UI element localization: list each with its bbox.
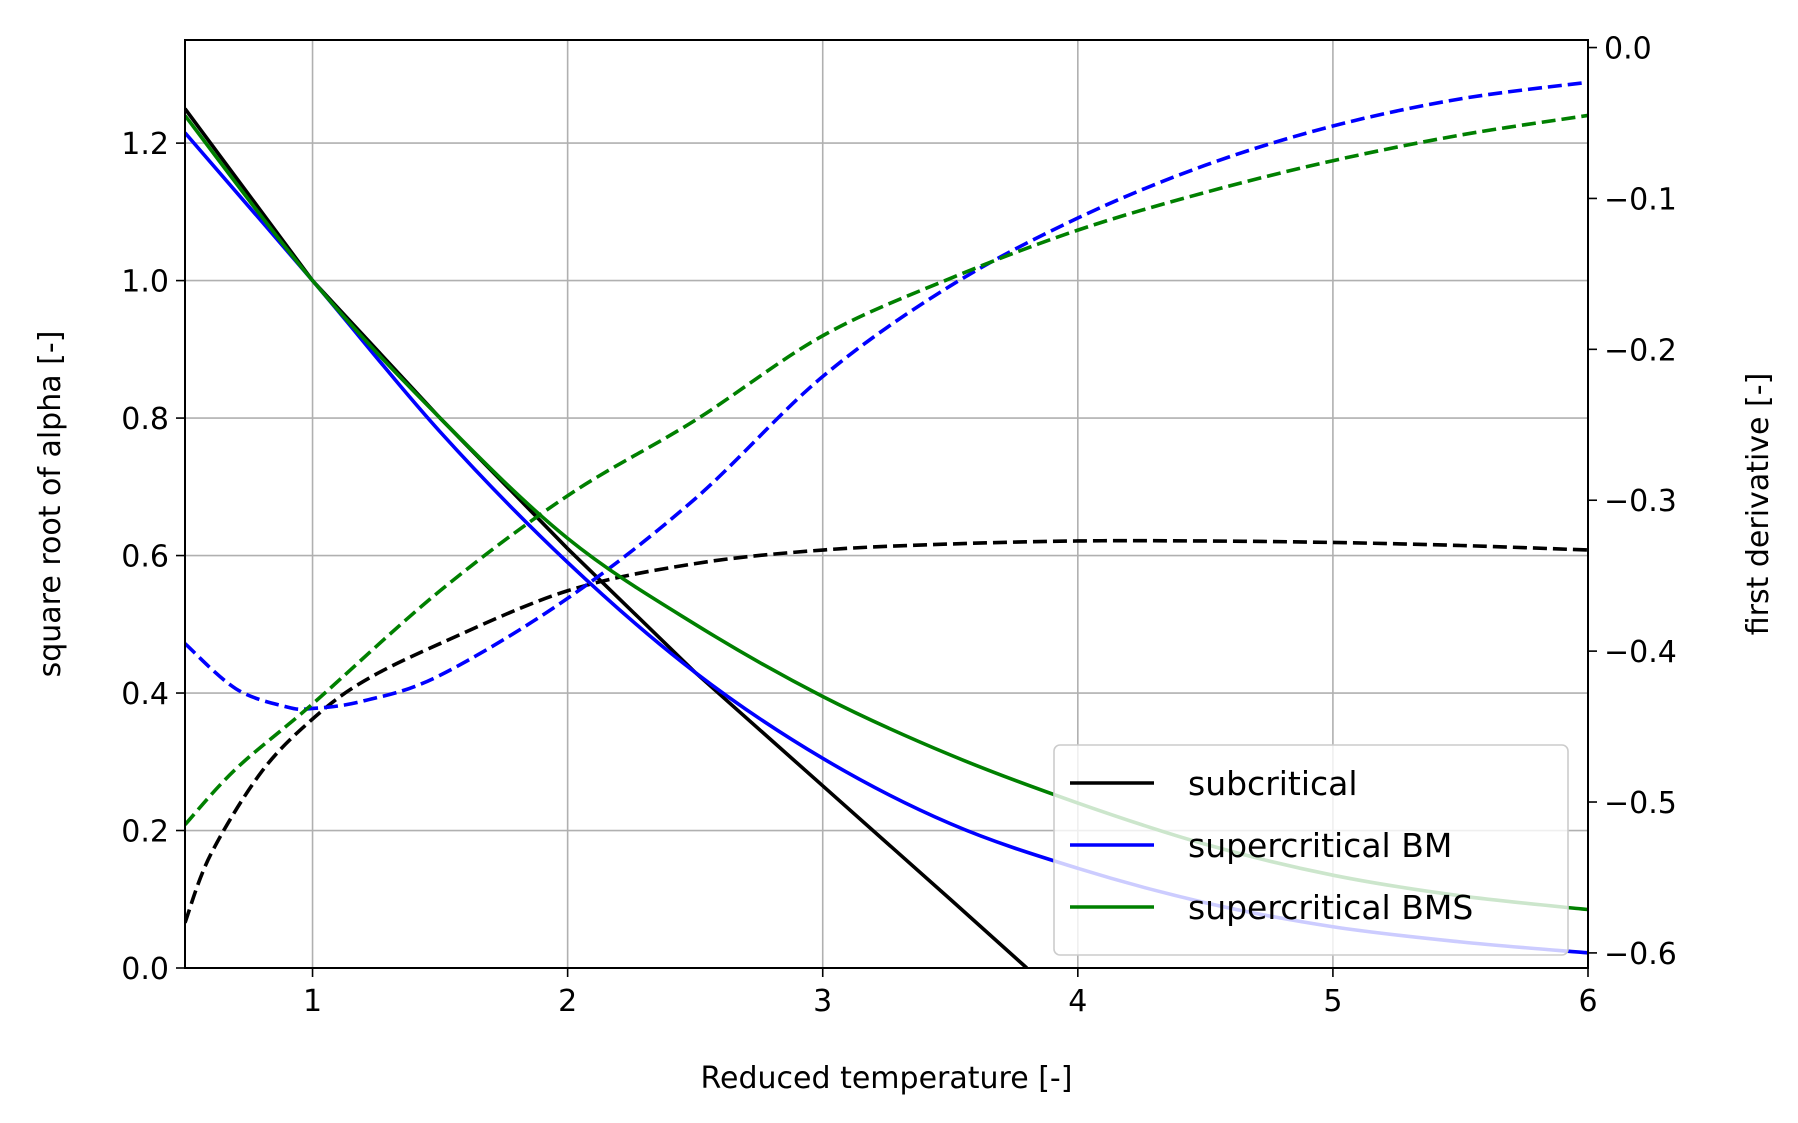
y2-tick-label-4: −0.4 [1604, 635, 1677, 670]
x-tick-label-4: 5 [1323, 984, 1342, 1019]
y2-axis-ticks: 0.0 −0.1 −0.2 −0.3 −0.4 −0.5 −0.6 [1588, 32, 1677, 972]
legend-label-1: supercritical BM [1188, 826, 1452, 865]
x-axis-label: Reduced temperature [-] [701, 1061, 1073, 1096]
y2-tick-label-0: 0.0 [1604, 32, 1652, 67]
legend-box [1053, 744, 1569, 956]
x-tick-label-2: 3 [813, 984, 832, 1019]
series-line-5 [185, 113, 1588, 826]
y-tick-label-0: 0.0 [121, 952, 169, 987]
y2-tick-label-5: −0.5 [1604, 786, 1677, 821]
legend-label-0: subcritical [1188, 764, 1358, 803]
series-line-1 [185, 538, 1588, 924]
y-tick-label-1: 0.2 [121, 815, 169, 850]
x-tick-label-5: 6 [1578, 984, 1597, 1019]
x-tick-label-1: 2 [558, 984, 577, 1019]
plot-frame [184, 39, 1589, 969]
y-tick-label-4: 0.8 [121, 402, 169, 437]
y-axis-ticks: 0.0 0.2 0.4 0.6 0.8 1.0 1.2 [121, 127, 185, 987]
x-tick-label-3: 4 [1068, 984, 1087, 1019]
y2-tick-label-3: −0.3 [1604, 484, 1677, 519]
y-tick-label-6: 1.2 [121, 127, 169, 162]
x-tick-label-0: 1 [303, 984, 322, 1019]
grid [185, 40, 1589, 969]
y-axis-label: square root of alpha [-] [33, 331, 68, 678]
y2-tick-label-1: −0.1 [1604, 182, 1677, 217]
x-axis-ticks: 1 2 3 4 5 6 [303, 968, 1598, 1019]
y-tick-label-3: 0.6 [121, 540, 169, 575]
y2-axis-label: first derivative [-] [1741, 373, 1776, 636]
legend: subcritical supercritical BM supercritical… [1053, 744, 1569, 956]
legend-label-2: supercritical BMS [1188, 888, 1473, 927]
y2-tick-label-6: −0.6 [1604, 937, 1677, 972]
y-tick-label-2: 0.4 [121, 677, 169, 712]
series-line-3 [185, 80, 1588, 712]
y-tick-label-5: 1.0 [121, 265, 169, 300]
y2-tick-label-2: −0.2 [1604, 333, 1677, 368]
